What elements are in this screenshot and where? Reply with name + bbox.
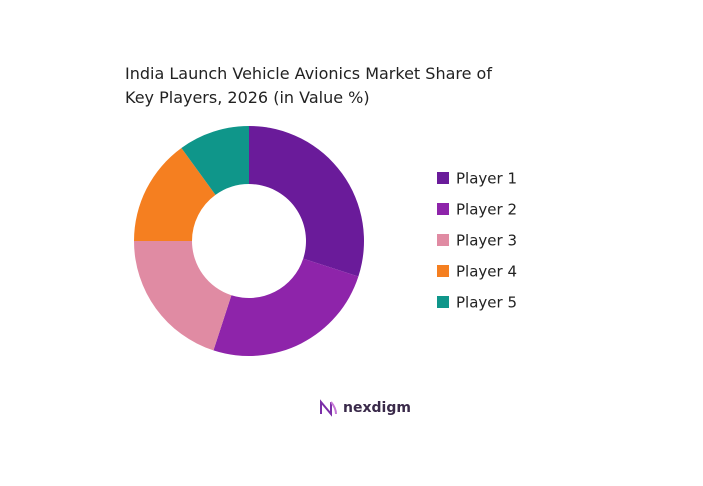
donut-slice [134, 147, 216, 241]
legend-swatch [437, 234, 449, 246]
legend-label: Player 4 [456, 263, 517, 281]
donut-slice [134, 241, 232, 351]
donut-slice [181, 126, 249, 195]
logo-text: nexdigm [343, 400, 411, 416]
legend-label: Player 3 [456, 232, 517, 250]
legend-swatch [437, 203, 449, 215]
legend-label: Player 5 [456, 294, 517, 312]
donut-slice [249, 126, 364, 277]
logo-icon [320, 399, 337, 417]
donut-slice [213, 258, 359, 356]
legend-swatch [437, 296, 449, 308]
legend-swatch [437, 265, 449, 277]
chart-title: India Launch Vehicle Avionics Market Sha… [125, 64, 492, 107]
legend-swatch [437, 172, 449, 184]
legend-label: Player 1 [456, 170, 517, 188]
legend-label: Player 2 [456, 201, 517, 219]
